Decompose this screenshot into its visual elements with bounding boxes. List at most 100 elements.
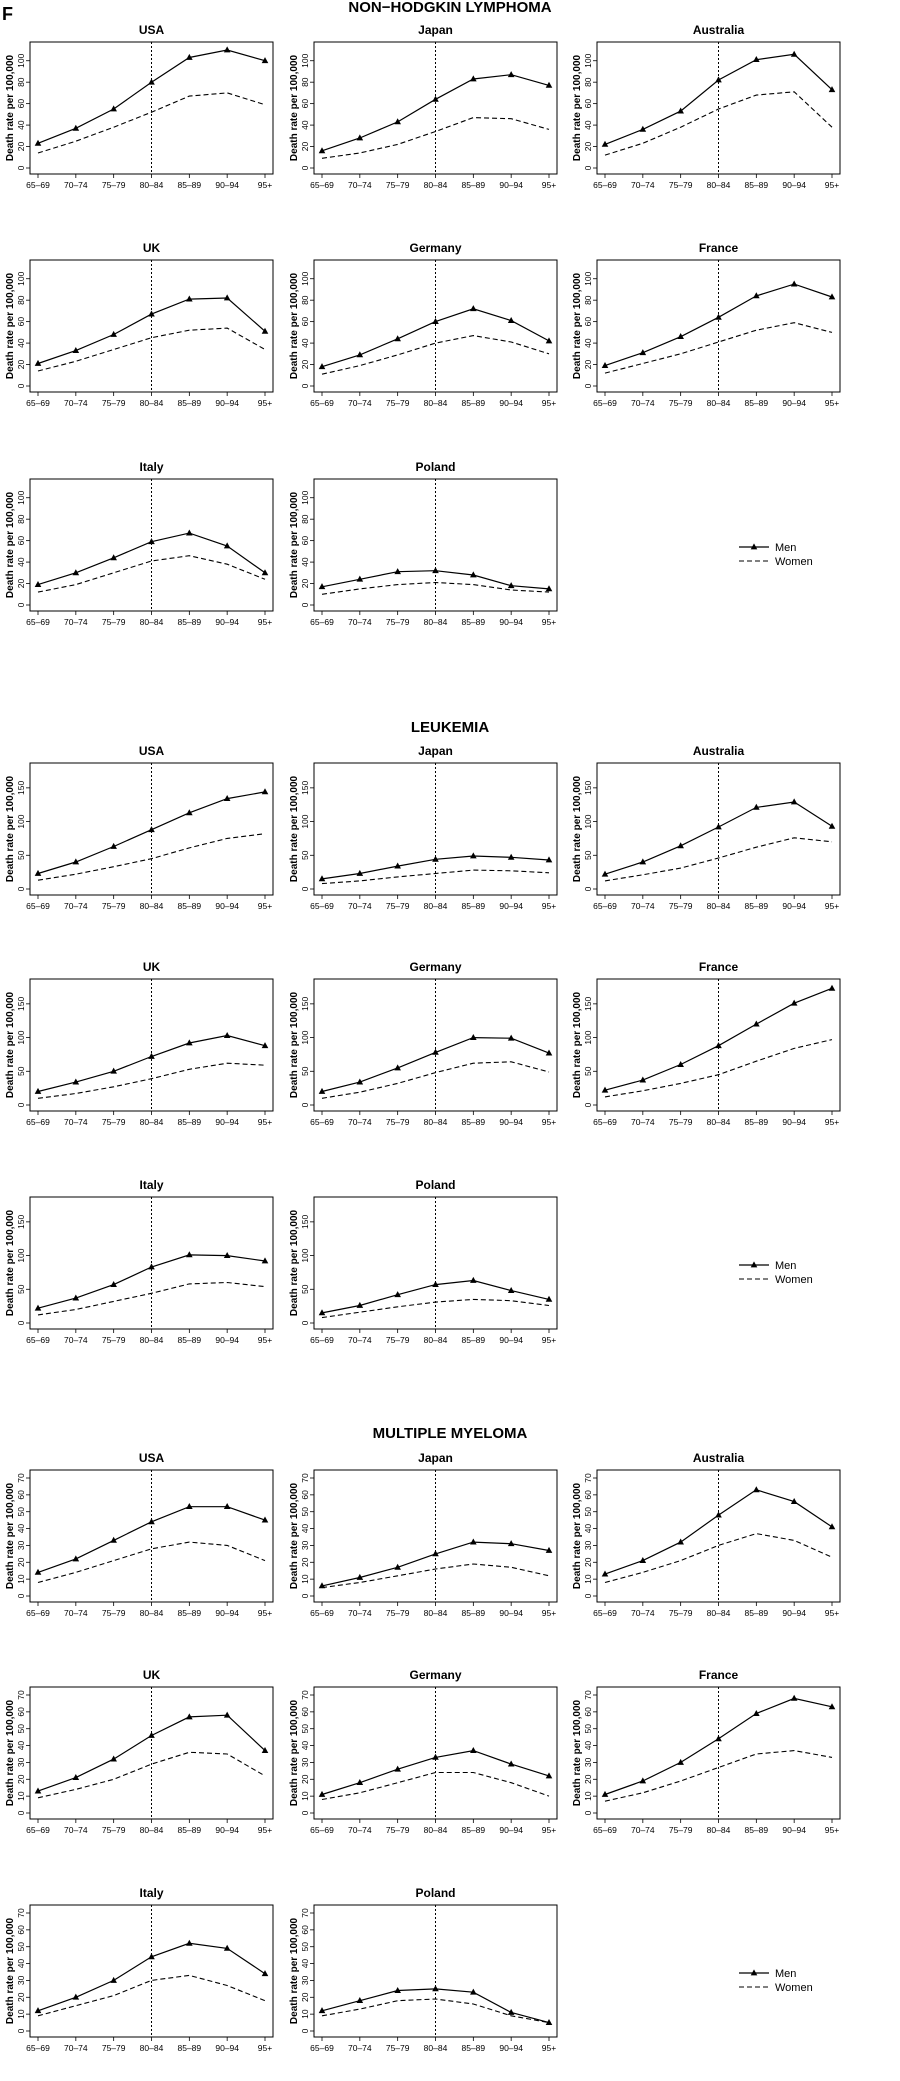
x-tick-label: 95+ [258,398,272,408]
y-tick-label: 0 [300,383,310,388]
y-axis-label: Death rate per 100,000 [289,1917,300,2024]
x-tick-label: 90–94 [782,1825,806,1835]
y-tick-label: 0 [583,886,593,891]
y-tick-label: 60 [16,1707,26,1717]
data-point-men [715,823,722,830]
x-tick-label: 85–89 [178,1825,202,1835]
y-tick-label: 0 [583,383,593,388]
y-tick-label: 80 [16,295,26,305]
data-point-men [223,542,231,549]
y-tick-label: 40 [583,338,593,348]
panel-title: UK [143,241,161,255]
data-point-men [432,318,439,325]
y-tick-label: 80 [300,514,310,524]
y-tick-label: 0 [300,1810,310,1815]
legend-label-men: Men [775,1260,796,1272]
data-point-men [828,86,836,93]
y-axis-label: Death rate per 100,000 [5,54,16,161]
x-tick-label: 75–79 [669,1825,693,1835]
panel-title: Germany [409,1668,461,1682]
x-tick-label: 90–94 [215,617,239,627]
x-tick-label: 90–94 [215,398,239,408]
data-point-men [148,826,155,833]
section-title: NON−HODGKIN LYMPHOMA [348,0,551,16]
y-tick-label: 50 [300,1507,310,1517]
x-tick-label: 70–74 [631,901,655,911]
y-tick-label: 10 [583,1574,593,1584]
x-tick-label: 80–84 [707,1117,731,1127]
y-tick-label: 60 [300,1490,310,1500]
y-axis-label: Death rate per 100,000 [572,1482,583,1589]
x-tick-label: 85–89 [462,1825,486,1835]
x-tick-label: 90–94 [499,2043,523,2053]
legend: Men Women [739,1968,813,1994]
x-tick-label: 75–79 [102,398,126,408]
x-tick-label: 75–79 [386,1608,410,1618]
data-point-men [261,1970,269,1977]
data-point-men [223,1503,231,1510]
y-tick-label: 20 [16,1557,26,1567]
x-tick-label: 95+ [258,1608,272,1618]
x-tick-label: 70–74 [348,2043,372,2053]
series-line-women [604,1750,833,1802]
y-tick-label: 50 [16,850,26,860]
panel-title: USA [139,23,165,37]
x-tick-label: 90–94 [782,398,806,408]
x-tick-label: 80–84 [424,398,448,408]
y-axis-label: Death rate per 100,000 [5,1699,16,1806]
data-point-men [394,1986,401,1993]
y-tick-label: 60 [300,317,310,327]
x-tick-label: 70–74 [631,1608,655,1618]
x-tick-label: 80–84 [424,180,448,190]
data-point-men [186,809,193,816]
data-point-men [790,1498,798,1504]
panel-title: Poland [415,460,455,474]
x-tick-label: 75–79 [102,2043,126,2053]
y-tick-label: 0 [16,165,26,170]
series-line-women [37,1281,266,1316]
data-point-men [34,1304,42,1311]
data-point-men [261,788,269,795]
y-tick-label: 150 [300,996,310,1010]
x-tick-label: 85–89 [462,1117,486,1127]
panel-title: Italy [139,460,163,474]
panel-title: Australia [693,1451,745,1465]
y-axis-label: Death rate per 100,000 [5,991,16,1098]
series-line-women [604,91,833,156]
x-tick-label: 80–84 [140,1117,164,1127]
data-point-men [715,1735,722,1742]
data-point-men [186,529,193,536]
data-point-men [394,1563,401,1570]
y-tick-label: 10 [583,1791,593,1801]
y-tick-label: 50 [16,1284,26,1294]
x-tick-label: 75–79 [386,1825,410,1835]
x-tick-label: 75–79 [102,901,126,911]
series-line-women [37,1751,266,1799]
data-point-men [753,1486,760,1493]
data-point-men [507,71,515,78]
y-tick-label: 20 [583,1557,593,1567]
x-tick-label: 75–79 [669,901,693,911]
panel-title: Germany [409,241,461,255]
x-tick-label: 75–79 [386,2043,410,2053]
y-tick-label: 80 [583,295,593,305]
y-tick-label: 40 [16,1959,26,1969]
data-point-men [72,347,80,353]
y-axis-label: Death rate per 100,000 [572,54,583,161]
x-tick-label: 80–84 [707,1825,731,1835]
x-tick-label: 95+ [825,901,839,911]
x-tick-label: 90–94 [215,1117,239,1127]
y-tick-label: 30 [300,1757,310,1767]
data-point-men [110,1976,117,1983]
data-point-men [186,1039,193,1046]
x-tick-label: 90–94 [499,1117,523,1127]
data-point-men [545,337,553,344]
data-point-men [715,1511,722,1518]
x-tick-label: 70–74 [348,901,372,911]
data-point-men [110,842,117,849]
y-tick-label: 60 [300,99,310,109]
x-tick-label: 65–69 [310,617,334,627]
